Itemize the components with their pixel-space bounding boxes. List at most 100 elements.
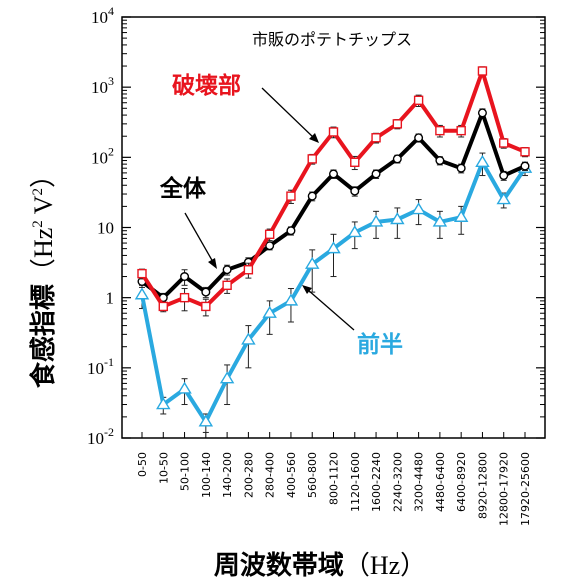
data-point	[496, 192, 511, 205]
series-layer	[134, 66, 533, 433]
label-whole: 全体	[159, 175, 207, 202]
x-tick-label: 10-50	[157, 452, 170, 484]
x-tick-label: 280-400	[264, 452, 277, 498]
data-point	[414, 133, 424, 143]
arrow-destruction	[261, 87, 315, 139]
x-tick-label: 2240-3200	[391, 452, 404, 512]
data-point	[371, 133, 381, 143]
data-point	[456, 163, 466, 173]
series-0	[137, 66, 530, 317]
data-point	[456, 125, 466, 136]
data-point	[499, 138, 509, 148]
data-point	[413, 95, 424, 105]
data-point	[453, 209, 469, 222]
data-point	[286, 191, 296, 201]
data-point	[329, 169, 339, 179]
x-tick-label: 100-140	[200, 452, 213, 498]
data-point	[304, 256, 320, 269]
arrow-first-half-head	[302, 285, 312, 294]
data-point	[435, 156, 445, 166]
x-tick-label: 6400-8920	[455, 452, 468, 512]
data-point	[477, 108, 487, 118]
data-point	[265, 241, 275, 251]
data-point	[219, 371, 235, 384]
data-point	[137, 268, 147, 279]
data-point	[520, 161, 530, 171]
series-1	[137, 108, 530, 304]
label-destruction: 破壊部	[172, 72, 241, 99]
data-point	[243, 265, 254, 275]
data-point	[264, 229, 275, 239]
data-point	[198, 414, 214, 427]
data-point	[371, 169, 381, 179]
x-tick-label: 8920-12800	[476, 452, 489, 519]
data-point	[475, 154, 490, 167]
data-point	[368, 214, 384, 227]
x-tick-label: 800-1120	[328, 452, 341, 505]
y-tick-label: 1	[106, 289, 115, 308]
arrow-destruction-head	[309, 133, 319, 143]
data-point	[435, 125, 445, 136]
data-point	[392, 119, 403, 129]
annotations: 破壊部 全体 前半	[159, 72, 403, 358]
arrow-first-half	[307, 289, 355, 331]
x-tick-label: 1600-2240	[370, 452, 383, 512]
y-axis-title-unit-open: （Hz	[29, 228, 58, 284]
data-point	[286, 226, 296, 236]
y-axis-title-sup2: 2	[30, 188, 46, 196]
x-tick-label: 50-100	[179, 452, 192, 491]
label-first-half: 前半	[357, 331, 403, 358]
x-tick-label: 560-800	[306, 452, 319, 498]
y-axis-title-sup1: 2	[30, 220, 46, 228]
y-tick-label: 10-1	[87, 355, 114, 378]
x-tick-label: 4480-6400	[434, 452, 447, 512]
data-point	[241, 332, 256, 345]
data-point	[326, 241, 341, 254]
data-point	[307, 191, 317, 201]
svg-text:食感指標（Hz2 V2）: 食感指標（Hz2 V2）	[28, 162, 59, 388]
arrow-whole-head	[208, 258, 217, 269]
x-tick-label: 17920-25600	[519, 452, 532, 526]
data-point	[179, 292, 190, 303]
svg-text:周波数帯域（Hz）: 周波数帯域（Hz）	[214, 551, 426, 581]
data-point	[307, 154, 317, 164]
data-point	[134, 287, 150, 300]
y-axis-title: 食感指標（Hz2 V2）	[28, 162, 59, 388]
data-point	[411, 202, 426, 215]
x-axis-title-unit: （Hz）	[344, 551, 426, 580]
data-point	[180, 272, 190, 282]
arrow-whole	[184, 212, 214, 263]
x-axis-ticks: 0-50 10-50 50-100 100-140 140-200 200-280 280-…	[136, 432, 532, 526]
x-axis-title-text: 周波数帯域	[214, 551, 344, 581]
data-point	[432, 214, 448, 227]
data-point	[477, 66, 488, 76]
data-point	[499, 171, 509, 181]
x-tick-label: 140-200	[221, 452, 234, 498]
x-tick-label: 12800-17920	[498, 452, 511, 526]
data-point	[350, 157, 360, 167]
data-point	[201, 301, 211, 312]
y-tick-label: 103	[91, 74, 114, 97]
y-tick-label: 10-2	[87, 425, 114, 448]
data-point	[222, 265, 232, 275]
data-point	[347, 225, 363, 238]
data-point	[392, 154, 402, 164]
y-tick-label: 10	[97, 219, 114, 238]
x-tick-label: 0-50	[136, 452, 149, 477]
data-point	[156, 397, 171, 410]
data-point	[177, 381, 192, 394]
data-point	[328, 127, 339, 137]
chart-title: 市販のポテトチップス	[252, 30, 412, 49]
y-axis-title-unit-mid: V	[29, 195, 58, 220]
data-point	[262, 305, 277, 318]
x-tick-label: 400-560	[285, 452, 298, 498]
x-tick-label: 3200-4480	[413, 452, 426, 512]
y-tick-label: 102	[91, 144, 114, 167]
y-axis-title-text: 食感指標	[28, 284, 59, 388]
data-point	[350, 186, 360, 196]
x-tick-label: 200-280	[242, 452, 255, 498]
data-point	[222, 280, 232, 291]
data-point	[390, 212, 405, 225]
